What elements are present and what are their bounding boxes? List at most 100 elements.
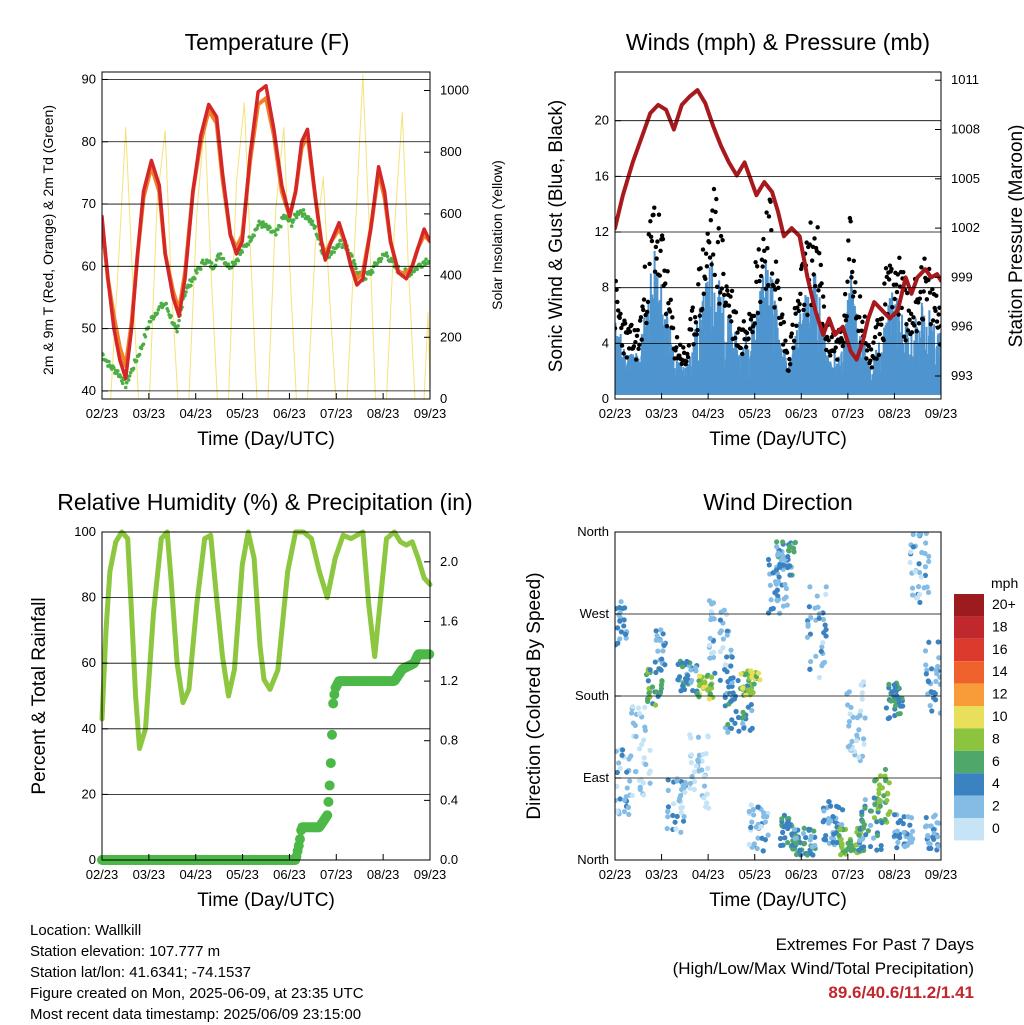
legend-swatch [954, 795, 984, 818]
direction-point [909, 828, 916, 834]
direction-point [892, 703, 898, 709]
wind-gust-point [841, 340, 846, 345]
direction-point [894, 845, 900, 851]
direction-point [619, 747, 626, 753]
direction-point [876, 787, 882, 793]
chart-title: Temperature (F) [185, 29, 350, 55]
direction-point [805, 621, 811, 627]
dewpoint-point [116, 369, 120, 373]
direction-point [861, 741, 867, 747]
wind-gust-point [807, 242, 813, 247]
direction-point [839, 807, 846, 813]
dewpoint-point [289, 224, 294, 228]
wind-gust-point [704, 264, 710, 269]
direction-point [823, 833, 829, 839]
wind-gust-point [672, 356, 677, 361]
y-right-tick-label: 1005 [951, 171, 980, 186]
x-tick-label: 08/23 [367, 406, 400, 421]
wind-gust-point [805, 312, 810, 318]
plot-frame [101, 71, 431, 400]
wind-gust-point [670, 315, 675, 320]
rainfall-point [323, 796, 334, 807]
wind-gust-point [748, 317, 754, 322]
wind-gust-point [772, 305, 777, 310]
wind-gust-point [903, 338, 908, 343]
legend-swatch [954, 818, 984, 841]
direction-point [792, 540, 798, 546]
direction-point [691, 786, 697, 793]
direction-point [629, 792, 635, 799]
direction-point [918, 574, 924, 580]
wind-gust-point [936, 312, 941, 317]
dewpoint-point [306, 215, 311, 219]
direction-point [679, 664, 686, 670]
dewpoint-point [354, 266, 358, 271]
wind-gust-point [758, 299, 763, 305]
direction-point [844, 691, 850, 697]
wind-gust-point [928, 322, 933, 327]
humidity-chart: 0 20 40 60 80 100 0.0 0.4 0.8 1.2 1.6 2.0 02/23 03/23… [29, 489, 473, 911]
direction-point [712, 670, 718, 676]
dewpoint-point [107, 359, 111, 364]
direction-point [807, 837, 813, 843]
direction-point [670, 812, 676, 819]
direction-point [843, 848, 849, 854]
direction-point [860, 835, 866, 842]
direction-point [678, 809, 684, 816]
wind-gust-point [754, 264, 760, 269]
direction-point [876, 797, 883, 803]
direction-point [830, 839, 836, 846]
direction-point [615, 797, 618, 804]
direction-point [646, 770, 652, 776]
wind-gust-point [723, 300, 728, 305]
wind-gust-point [904, 322, 909, 327]
direction-point [772, 590, 778, 596]
direction-point [674, 778, 680, 784]
wind-gust-point [670, 325, 676, 331]
direction-point [681, 686, 688, 693]
wind-gust-point [712, 272, 717, 278]
direction-point [708, 674, 715, 680]
direction-point [928, 689, 934, 695]
direction-point [827, 803, 834, 809]
direction-point [701, 773, 708, 779]
dewpoint-point [226, 262, 231, 266]
wind-gust-point [934, 293, 939, 298]
direction-point [807, 666, 813, 672]
direction-point [637, 710, 643, 717]
direction-point [892, 684, 898, 690]
dewpoint-point [260, 225, 264, 229]
wind-gust-point [798, 291, 803, 297]
direction-point [705, 765, 711, 771]
x-tick-label: 03/23 [133, 406, 166, 421]
y-axis-label-left: Direction (Colored By Speed) [524, 572, 545, 819]
wind-gust-point [718, 233, 724, 239]
direction-point [655, 648, 661, 654]
rainfall-point [294, 834, 305, 845]
wind-gust-point [678, 342, 683, 348]
direction-point [704, 791, 710, 797]
direction-point [922, 572, 928, 579]
wind-gust-point [762, 259, 768, 264]
direction-point [691, 769, 698, 775]
direction-point [665, 787, 671, 793]
direction-point [617, 796, 623, 802]
direction-point [680, 818, 687, 824]
wind-gust-point [688, 327, 694, 332]
wind-gust-point [690, 305, 695, 310]
wind-gust-point [864, 356, 869, 361]
wind-gust-point [760, 264, 765, 269]
wind-gust-point [656, 212, 662, 217]
direction-point [862, 805, 868, 811]
direction-point [725, 729, 731, 735]
direction-point [696, 694, 702, 700]
wind-gust-point [711, 186, 717, 192]
direction-point [780, 829, 786, 835]
x-axis-label: Time (Day/UTC) [197, 890, 335, 911]
direction-point [617, 618, 623, 624]
wind-gust-point [658, 248, 663, 254]
direction-point [837, 827, 843, 833]
dewpoint-point [127, 374, 132, 378]
y-right-tick-label: 1011 [951, 72, 979, 87]
